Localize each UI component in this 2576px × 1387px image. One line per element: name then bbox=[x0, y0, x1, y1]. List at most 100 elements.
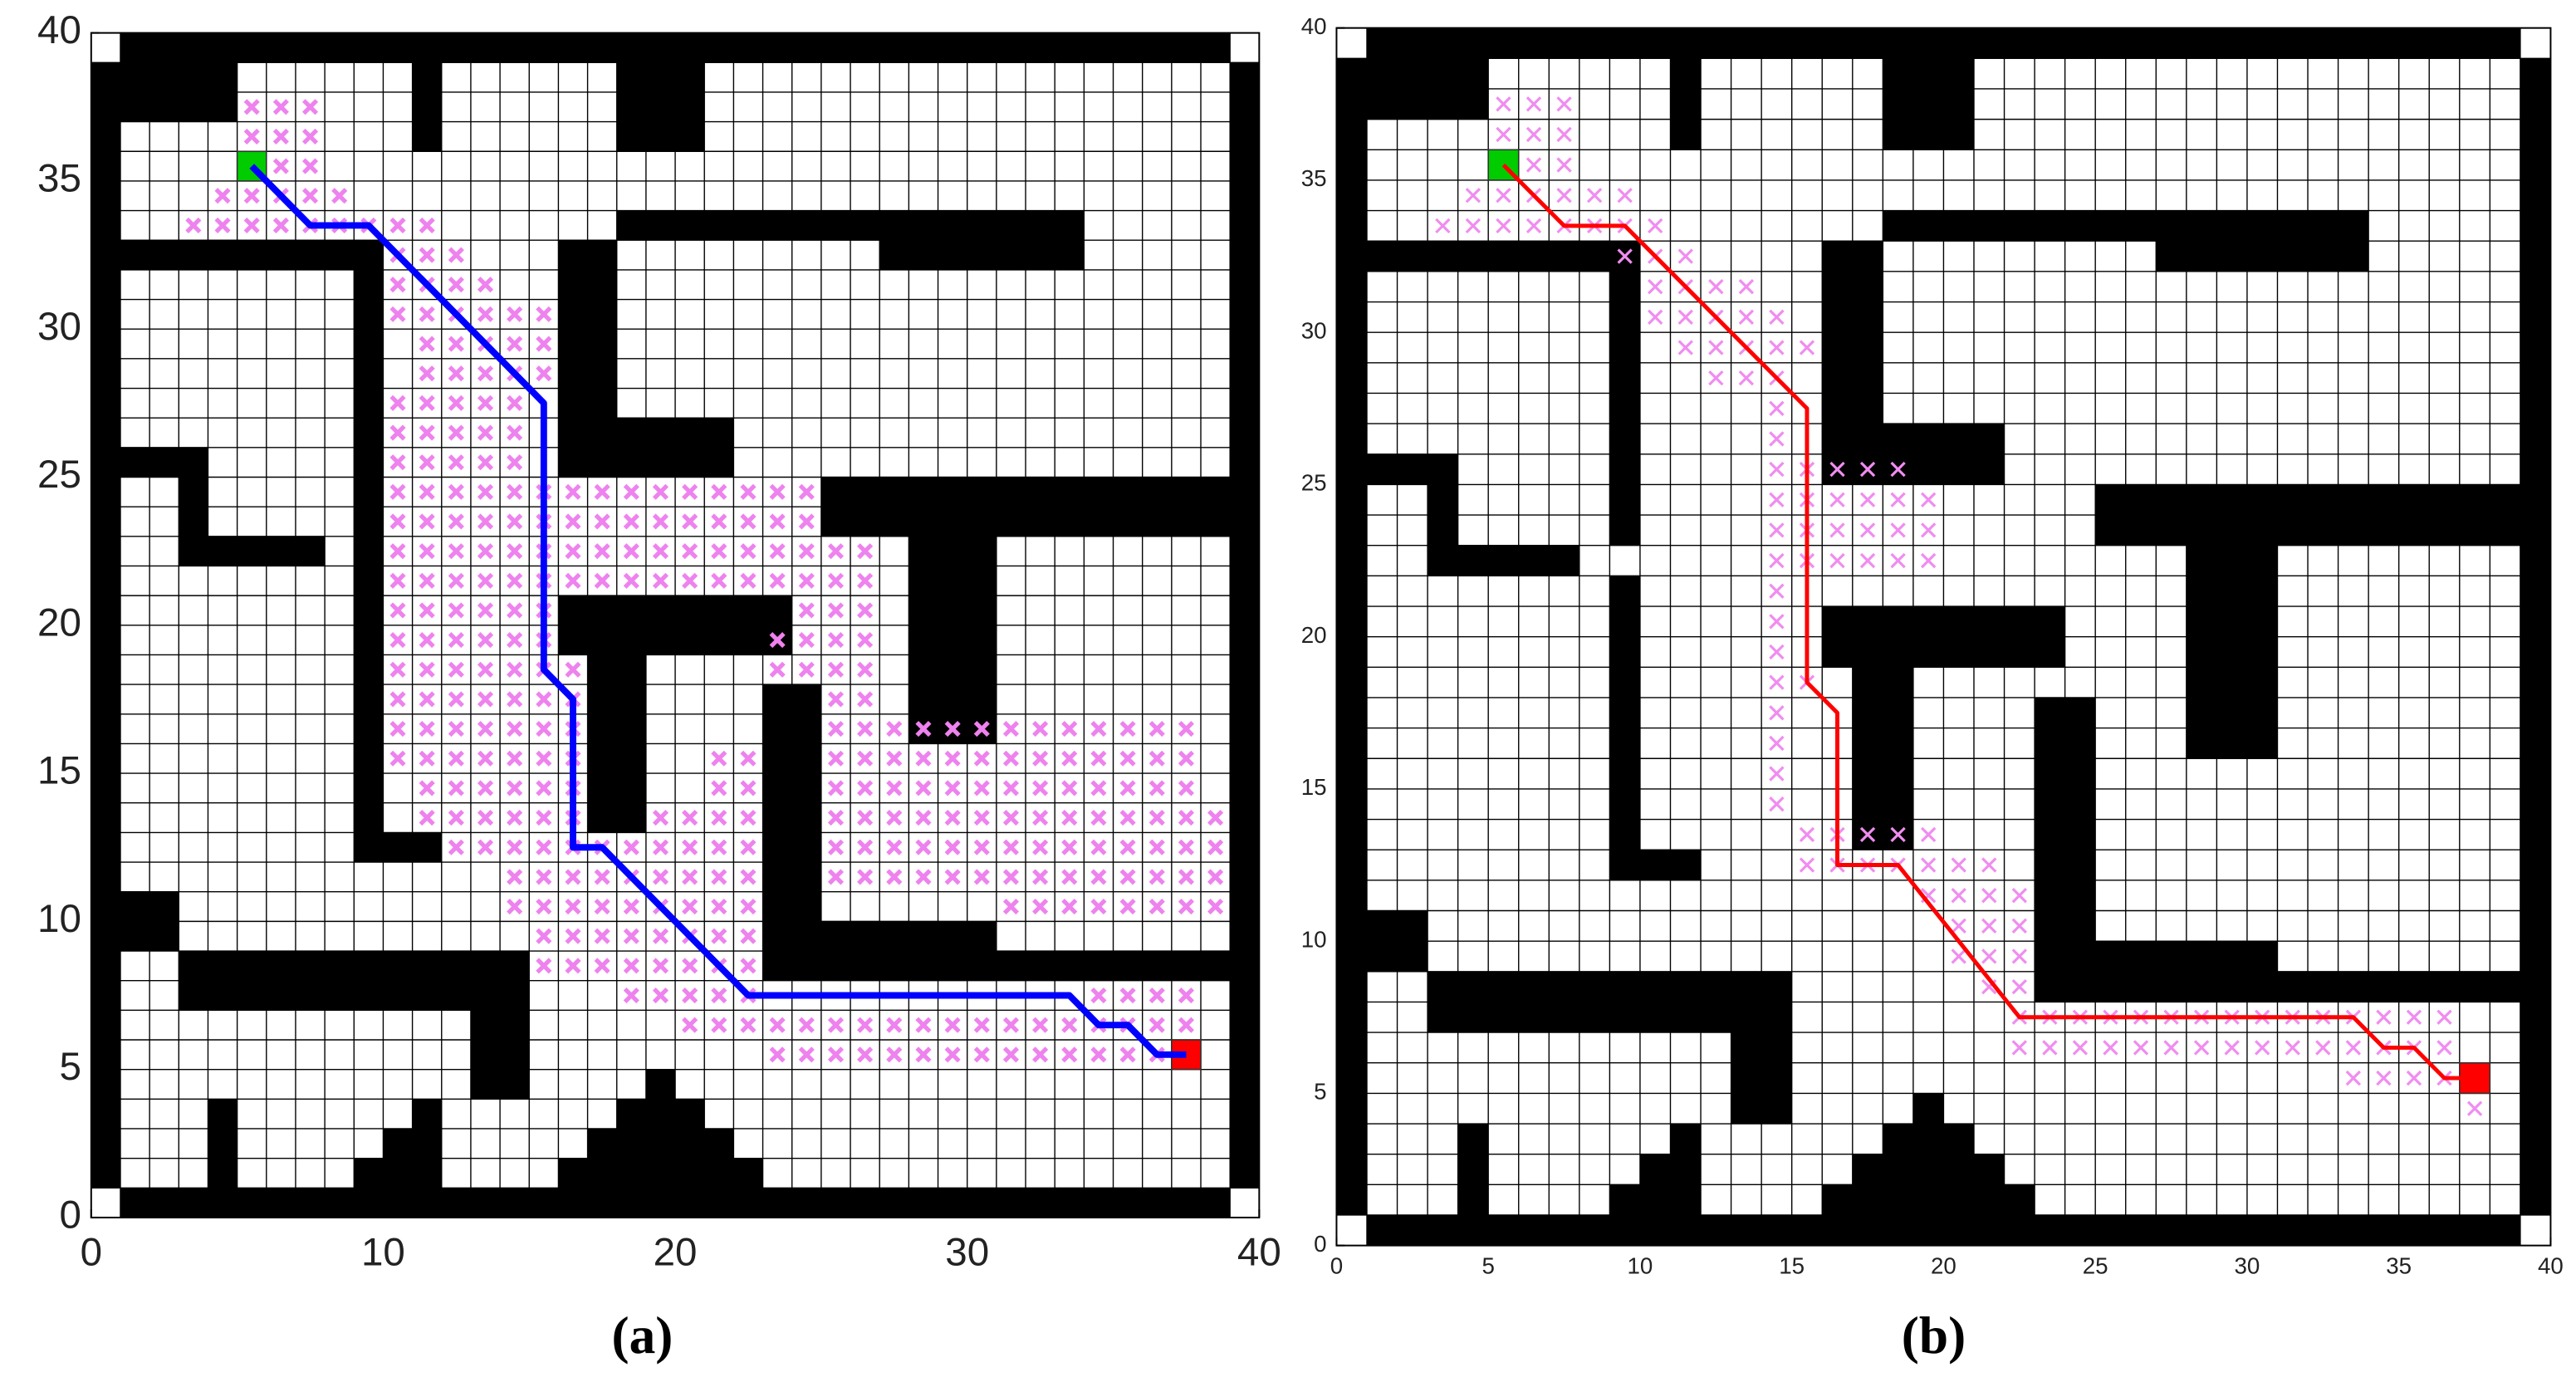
visited-mark bbox=[419, 721, 435, 738]
visited-mark bbox=[1769, 705, 1785, 721]
visited-mark bbox=[1207, 869, 1224, 885]
obstacle bbox=[120, 240, 384, 270]
obstacle bbox=[908, 536, 997, 744]
visited-mark bbox=[1207, 810, 1224, 826]
visited-mark bbox=[1178, 898, 1194, 915]
visited-mark bbox=[1061, 780, 1078, 796]
visited-mark bbox=[1829, 492, 1845, 507]
obstacle bbox=[879, 240, 1085, 270]
visited-mark bbox=[652, 543, 669, 560]
visited-mark bbox=[1890, 461, 1906, 478]
visited-mark bbox=[565, 869, 581, 885]
visited-mark bbox=[1119, 987, 1136, 1004]
visited-mark bbox=[419, 780, 435, 796]
visited-mark bbox=[1090, 780, 1107, 796]
visited-mark bbox=[827, 750, 845, 767]
visited-mark bbox=[448, 454, 464, 471]
visited-mark bbox=[389, 513, 406, 530]
visited-mark bbox=[1769, 614, 1785, 630]
visited-mark bbox=[711, 810, 727, 826]
visited-mark bbox=[2103, 1040, 2118, 1056]
visited-mark bbox=[448, 721, 464, 738]
visited-mark bbox=[857, 721, 874, 738]
visited-mark bbox=[477, 810, 494, 826]
visited-mark bbox=[448, 543, 464, 560]
visited-mark bbox=[857, 1046, 874, 1063]
visited-mark bbox=[944, 1017, 961, 1033]
visited-mark bbox=[331, 188, 348, 204]
visited-mark bbox=[973, 810, 990, 826]
visited-mark bbox=[682, 810, 698, 826]
visited-mark bbox=[857, 750, 874, 767]
visited-mark bbox=[623, 513, 639, 530]
visited-mark bbox=[1708, 370, 1724, 386]
visited-mark bbox=[1617, 188, 1633, 203]
visited-mark bbox=[1061, 898, 1078, 915]
visited-mark bbox=[2285, 1040, 2300, 1056]
visited-mark bbox=[272, 99, 289, 115]
visited-mark bbox=[857, 1017, 874, 1033]
visited-mark bbox=[740, 1017, 757, 1033]
visited-mark bbox=[1032, 898, 1049, 915]
obstacle bbox=[2156, 241, 2369, 272]
visited-mark bbox=[389, 277, 406, 293]
x-tick-label: 20 bbox=[1931, 1252, 1956, 1278]
visited-mark bbox=[652, 958, 669, 974]
visited-mark bbox=[1002, 721, 1020, 738]
visited-mark bbox=[419, 691, 435, 708]
panel-label: (a) bbox=[611, 1306, 673, 1365]
visited-mark bbox=[507, 661, 523, 678]
visited-mark bbox=[1090, 1046, 1107, 1063]
visited-mark bbox=[1769, 583, 1785, 599]
visited-mark bbox=[652, 928, 669, 944]
visited-mark bbox=[448, 424, 464, 441]
visited-mark bbox=[419, 395, 435, 411]
visited-mark bbox=[507, 543, 523, 560]
obstacle bbox=[2035, 971, 2520, 1002]
visited-mark bbox=[827, 810, 845, 826]
visited-mark bbox=[886, 1017, 903, 1033]
visited-mark bbox=[886, 869, 903, 885]
visited-mark bbox=[623, 898, 639, 915]
visited-mark bbox=[1465, 218, 1481, 234]
visited-mark bbox=[301, 188, 319, 204]
visited-mark bbox=[886, 1046, 903, 1063]
visited-mark bbox=[740, 513, 757, 530]
visited-mark bbox=[507, 424, 523, 441]
visited-mark bbox=[857, 632, 874, 649]
obstacle bbox=[762, 921, 997, 952]
visited-mark bbox=[973, 1046, 990, 1063]
visited-mark bbox=[1648, 309, 1663, 326]
visited-mark bbox=[1465, 188, 1481, 203]
visited-mark bbox=[1738, 370, 1755, 386]
visited-mark bbox=[448, 780, 464, 796]
visited-mark bbox=[944, 839, 961, 855]
visited-mark bbox=[711, 543, 727, 560]
visited-mark bbox=[419, 454, 435, 471]
visited-mark bbox=[1951, 888, 1966, 904]
visited-mark bbox=[1921, 522, 1937, 538]
visited-mark bbox=[1951, 918, 1966, 934]
y-tick-label: 35 bbox=[1301, 165, 1327, 191]
obstacle bbox=[616, 210, 1085, 241]
visited-mark bbox=[1032, 810, 1049, 826]
visited-mark bbox=[1677, 248, 1693, 264]
visited-mark bbox=[2011, 888, 2027, 904]
visited-mark bbox=[1921, 826, 1937, 843]
visited-mark bbox=[1032, 750, 1049, 767]
obstacle bbox=[412, 62, 442, 152]
visited-mark bbox=[477, 839, 494, 855]
visited-mark bbox=[740, 928, 757, 944]
visited-mark bbox=[389, 306, 406, 322]
visited-mark bbox=[711, 1017, 727, 1033]
visited-mark bbox=[1002, 898, 1020, 915]
visited-mark bbox=[448, 602, 464, 619]
visited-mark bbox=[769, 1017, 786, 1033]
visited-mark bbox=[1148, 780, 1165, 796]
visited-mark bbox=[1526, 96, 1542, 112]
visited-mark bbox=[477, 780, 494, 796]
visited-mark bbox=[857, 869, 874, 885]
visited-mark bbox=[507, 306, 523, 322]
visited-mark bbox=[301, 128, 319, 145]
visited-mark bbox=[477, 661, 494, 678]
